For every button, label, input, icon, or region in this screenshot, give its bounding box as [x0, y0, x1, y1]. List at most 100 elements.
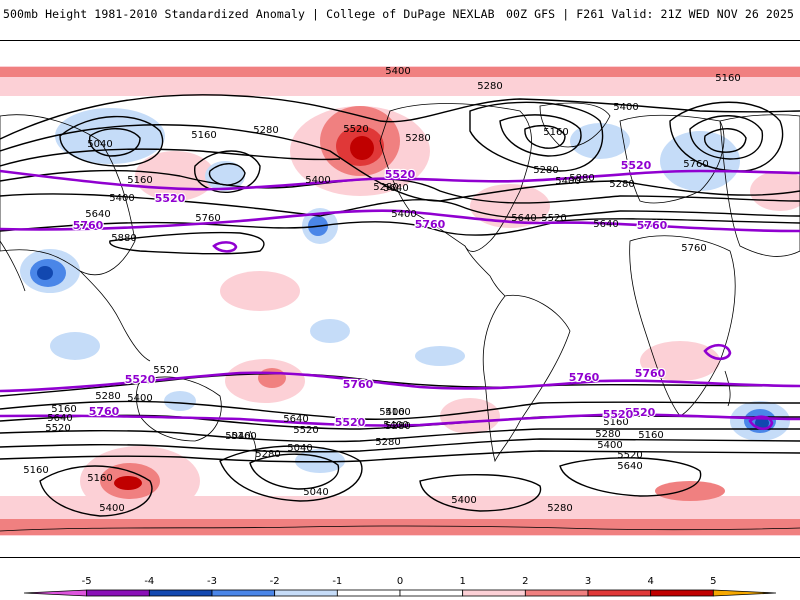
contour-label-black: 5160	[638, 430, 663, 441]
contour-label-black: 5520	[153, 365, 178, 376]
contour-low-scand-2	[689, 115, 764, 160]
contour-low-south-2	[39, 465, 153, 517]
contour-label-black: 5640	[593, 219, 618, 230]
contour-label-purple: 5520	[125, 373, 156, 386]
highlight-contours	[0, 169, 800, 431]
contour-label-purple: 5760	[343, 378, 374, 391]
anomaly-pos-s-atlantic	[440, 398, 500, 434]
contour-low-hudson-2	[499, 114, 582, 157]
anomaly-pos-east-us	[470, 184, 550, 228]
contour-label-black: 5280	[385, 421, 410, 432]
chart-title: 500mb Height 1981-2010 Standardized Anom…	[3, 7, 495, 21]
contour-label-black: 5040	[225, 431, 250, 442]
contour-label-black: 5880	[111, 233, 136, 244]
contour-low-kamchatka-inner	[208, 163, 246, 186]
contour-label-black: 5280	[533, 165, 558, 176]
contour-label-black: 5160	[603, 417, 628, 428]
colorbar: -5 -4 -3 -2 -1 0 1 2 3 4 5	[0, 570, 800, 600]
contour-label-black: 5040	[87, 139, 112, 150]
anomaly-band-north-strong	[0, 67, 800, 77]
colorbar-segment	[712, 589, 777, 597]
colorbar-segment	[211, 589, 276, 597]
anomaly-pos-europe	[750, 171, 800, 211]
coast-africa	[629, 235, 736, 417]
colorbar-segment	[524, 589, 589, 597]
colorbar-tick-labels: -5 -4 -3 -2 -1 0 1 2 3 4 5	[82, 576, 717, 587]
contour-label-black: 5640	[511, 213, 536, 224]
contour-label-black: 5400	[99, 503, 124, 514]
contour-label-purple: 5760	[89, 405, 120, 418]
coast-madagascar	[724, 370, 731, 407]
contour-5640-north	[0, 193, 800, 219]
contour-label-black: 5280	[405, 133, 430, 144]
contour-label-black: 5280	[375, 437, 400, 448]
contour-label-purple: 5520	[155, 192, 186, 205]
coast-central-america	[464, 245, 506, 297]
contour-label-black: 5160	[385, 407, 410, 418]
colorbar-tick-label: -5	[82, 576, 92, 587]
contour-low-south-1b	[249, 453, 340, 490]
contour-label-black: 5280	[95, 391, 120, 402]
coastlines	[0, 102, 800, 532]
coast-se-asia	[79, 270, 151, 362]
anomaly-neg-west-pacific-3	[37, 266, 53, 280]
coast-east-asia	[0, 114, 136, 276]
colorbar-segment	[462, 589, 526, 597]
contour-label-black: 5160	[127, 175, 152, 186]
colorbar-tick-label: 3	[585, 576, 591, 587]
contour-label-black: 5520	[617, 450, 642, 461]
coast-india	[0, 240, 26, 292]
contour-label-black: 5520	[343, 124, 368, 135]
anomaly-neg-s-pacific	[164, 391, 196, 411]
anomaly-pos-alaska-4	[350, 136, 374, 160]
anomaly-band-south-strong	[0, 519, 800, 535]
contour-5760-north	[0, 218, 800, 236]
anomaly-neg-europe	[660, 131, 740, 191]
anomaly-pos-pacific-mid	[220, 271, 300, 311]
contour-label-purple: 5760	[73, 219, 104, 232]
purple-5520-south	[0, 413, 800, 427]
contour-label-black: 5160	[87, 473, 112, 484]
anomaly-shading	[0, 66, 800, 536]
contour-low-npac	[59, 115, 164, 167]
contour-label-black: 5280	[253, 125, 278, 136]
anomaly-neg-s-indian-3	[755, 417, 769, 429]
contour-label-black: 5640	[617, 461, 642, 472]
contour-label-black: 5280	[609, 179, 634, 190]
colorbar-tick-label: 5	[710, 576, 716, 587]
contour-label-purple: 5760	[637, 219, 668, 232]
contour-label-black: 5400	[451, 495, 476, 506]
contour-label-purple: 5760	[415, 218, 446, 231]
contour-low-south-3	[559, 457, 702, 497]
contour-label-black: 5400	[391, 209, 416, 220]
contour-label-black: 5640	[383, 183, 408, 194]
purple-5520-north	[0, 169, 800, 191]
colorbar-tick-label: -4	[144, 576, 154, 587]
colorbar-segment	[587, 589, 652, 597]
contour-5160-south	[0, 450, 800, 463]
contour-5160-north	[0, 148, 341, 167]
anomaly-neg-tropical-1	[50, 332, 100, 360]
contour-label-black: 5160	[23, 465, 48, 476]
contour-low-scand-3	[703, 128, 747, 153]
contour-label-black: 5400	[555, 176, 580, 187]
contour-label-black: 5160	[543, 127, 568, 138]
contour-label-black: 5520	[541, 213, 566, 224]
contour-5280-south	[0, 438, 800, 453]
weather-map[interactable]: 5400 5280 5160 5040 5160 5280 5400 5520 5640 5880…	[0, 40, 800, 558]
contour-label-black: 5760	[195, 213, 220, 224]
colorbar-segment	[650, 589, 714, 597]
colorbar-segment	[274, 589, 338, 597]
contour-low-kamchatka	[193, 150, 261, 193]
coast-south-america	[482, 294, 571, 463]
contour-label-black: 5400	[383, 420, 408, 431]
contour-label-black: 5280	[547, 503, 572, 514]
contour-5520-south	[0, 414, 800, 430]
colorbar-segment	[148, 589, 213, 597]
contour-low-south-4	[419, 473, 542, 512]
contour-low-scand	[669, 101, 784, 172]
height-contours	[0, 94, 800, 517]
contour-5640-south	[0, 400, 800, 420]
contour-label-purple: 5760	[569, 371, 600, 384]
